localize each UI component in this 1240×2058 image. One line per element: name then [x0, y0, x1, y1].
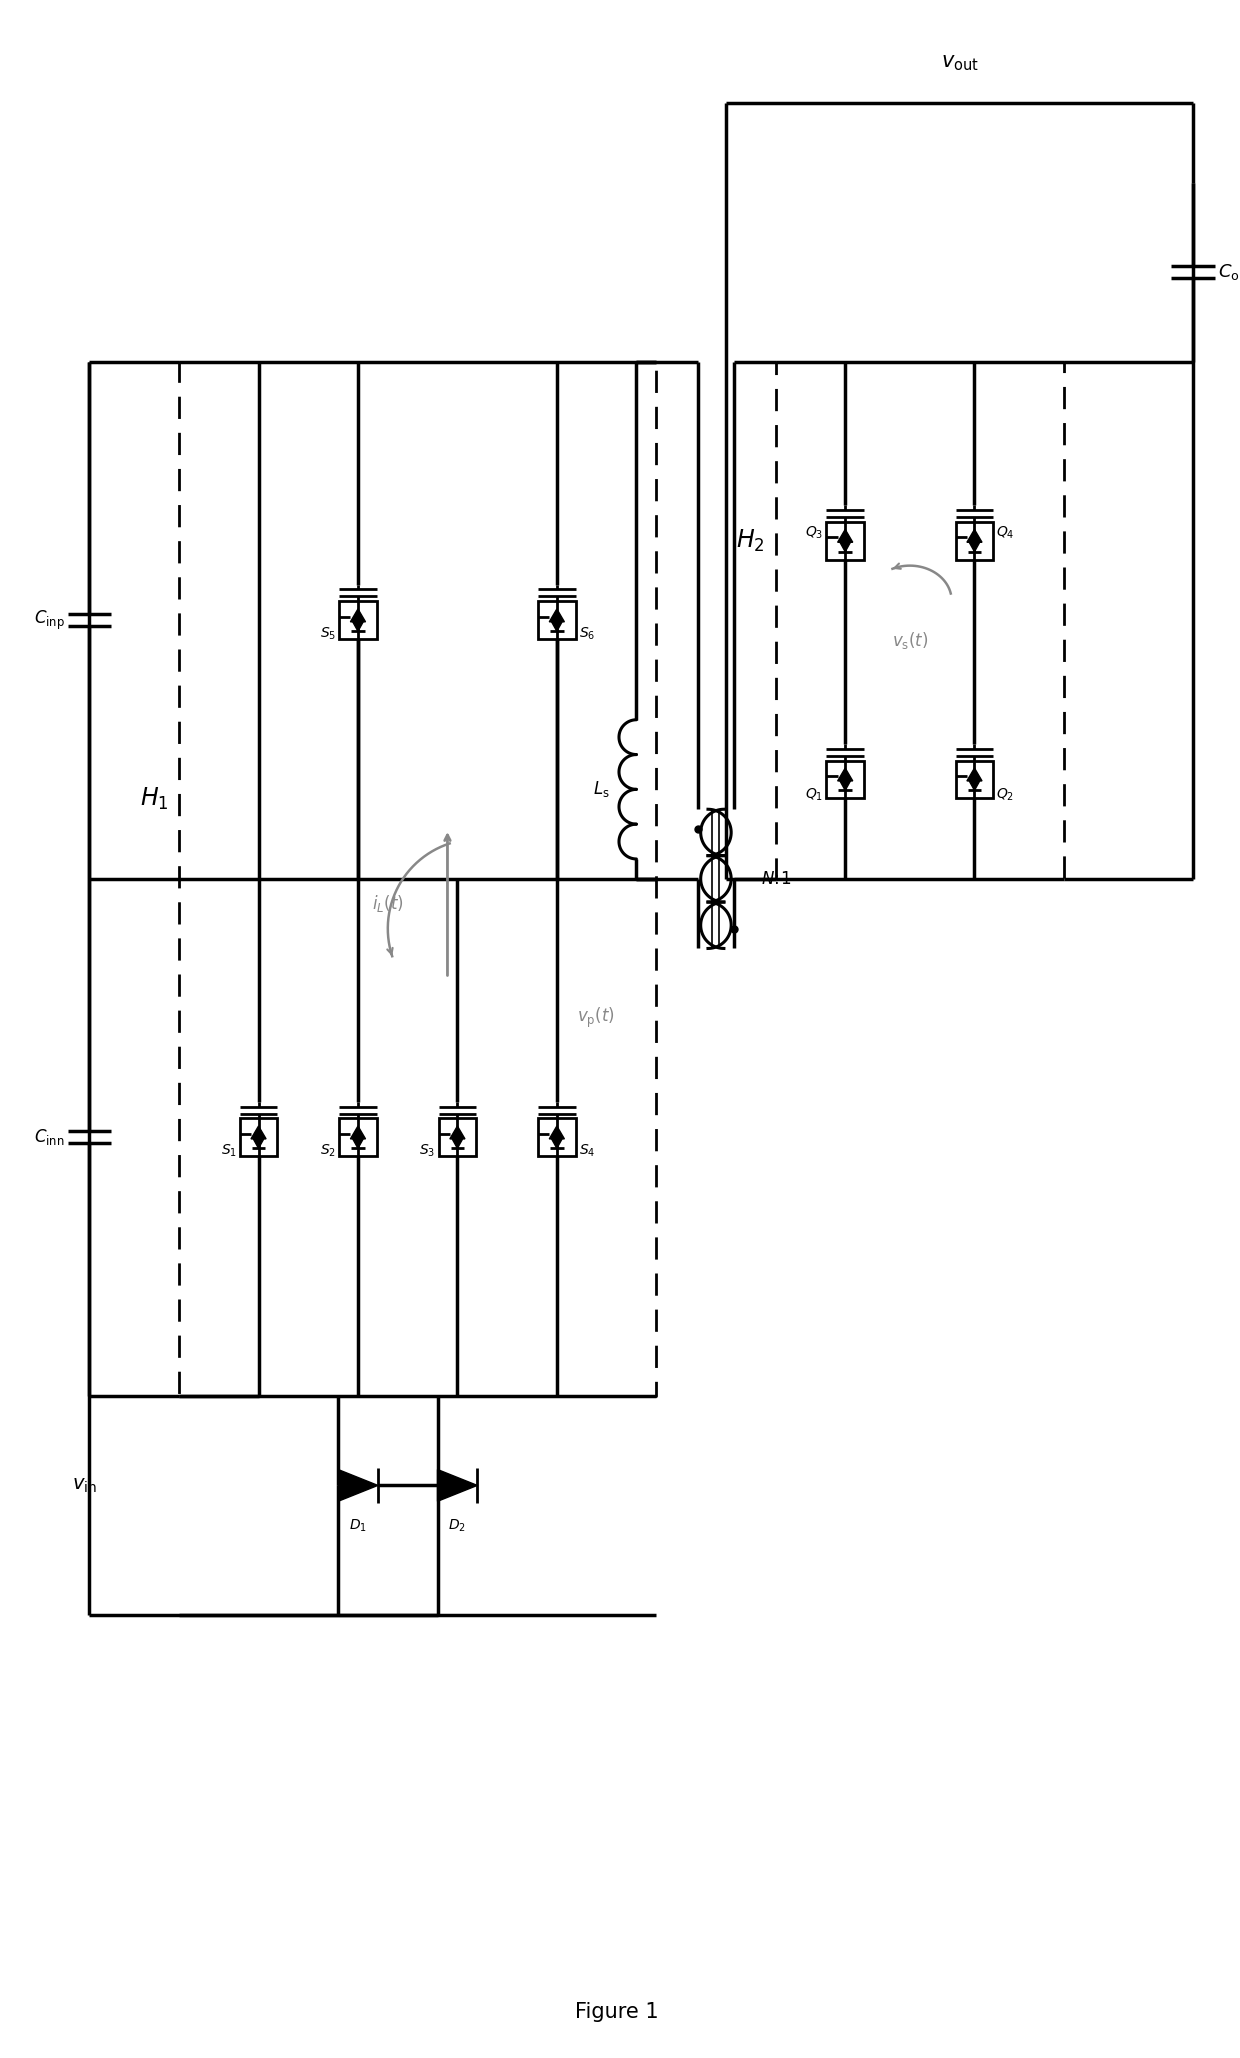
Bar: [538, 1117, 575, 1157]
Bar: [339, 601, 377, 640]
Text: $Q_2$: $Q_2$: [997, 786, 1014, 803]
Polygon shape: [838, 768, 853, 780]
Text: $S_1$: $S_1$: [221, 1142, 237, 1159]
Polygon shape: [352, 622, 363, 632]
Polygon shape: [453, 1138, 463, 1148]
Polygon shape: [250, 1126, 267, 1138]
Text: $Q_3$: $Q_3$: [805, 525, 823, 541]
Text: $i_L(t)$: $i_L(t)$: [372, 893, 404, 914]
Polygon shape: [450, 1126, 465, 1138]
Polygon shape: [351, 609, 366, 622]
Polygon shape: [438, 1469, 477, 1502]
Text: $H_2$: $H_2$: [737, 527, 765, 554]
Bar: [439, 1117, 476, 1157]
Text: $C_{\mathrm{inp}}$: $C_{\mathrm{inp}}$: [35, 609, 66, 632]
Bar: [339, 1117, 377, 1157]
Polygon shape: [549, 609, 564, 622]
Bar: [956, 761, 993, 799]
Polygon shape: [339, 1469, 378, 1502]
Text: $C_{\mathrm{o}}$: $C_{\mathrm{o}}$: [1218, 261, 1240, 282]
Text: $L_{\mathrm{s}}$: $L_{\mathrm{s}}$: [593, 780, 610, 799]
Bar: [826, 761, 864, 799]
Polygon shape: [967, 529, 982, 541]
Text: $S_6$: $S_6$: [579, 626, 595, 642]
Text: $v_{\mathrm{p}}(t)$: $v_{\mathrm{p}}(t)$: [577, 1006, 615, 1031]
Text: $D_2$: $D_2$: [449, 1517, 466, 1533]
Text: $v_{\mathrm{s}}(t)$: $v_{\mathrm{s}}(t)$: [892, 630, 928, 650]
Bar: [239, 1117, 278, 1157]
Polygon shape: [351, 1126, 366, 1138]
Text: $S_2$: $S_2$: [320, 1142, 336, 1159]
Text: Figure 1: Figure 1: [574, 2002, 658, 2023]
Polygon shape: [970, 780, 980, 790]
Bar: [826, 523, 864, 560]
Polygon shape: [838, 529, 853, 541]
Bar: [956, 523, 993, 560]
Text: $Q_4$: $Q_4$: [997, 525, 1014, 541]
Bar: [538, 601, 575, 640]
Polygon shape: [839, 780, 851, 790]
Text: $C_{\mathrm{inn}}$: $C_{\mathrm{inn}}$: [35, 1128, 64, 1148]
Polygon shape: [967, 768, 982, 780]
Polygon shape: [549, 1126, 564, 1138]
Polygon shape: [552, 1138, 562, 1148]
Text: $S_3$: $S_3$: [419, 1142, 435, 1159]
Text: $Q_1$: $Q_1$: [805, 786, 823, 803]
Polygon shape: [552, 622, 562, 632]
Text: $D_1$: $D_1$: [348, 1517, 367, 1533]
Polygon shape: [253, 1138, 264, 1148]
Polygon shape: [352, 1138, 363, 1148]
Text: $N\!:\!1$: $N\!:\!1$: [760, 871, 791, 887]
Text: $S_5$: $S_5$: [320, 626, 336, 642]
Polygon shape: [970, 541, 980, 552]
Polygon shape: [839, 541, 851, 552]
Text: $H_1$: $H_1$: [140, 786, 169, 813]
Text: $v_{\mathrm{in}}$: $v_{\mathrm{in}}$: [72, 1476, 97, 1494]
Text: $S_4$: $S_4$: [579, 1142, 595, 1159]
Text: $v_{\mathrm{out}}$: $v_{\mathrm{out}}$: [941, 54, 978, 74]
